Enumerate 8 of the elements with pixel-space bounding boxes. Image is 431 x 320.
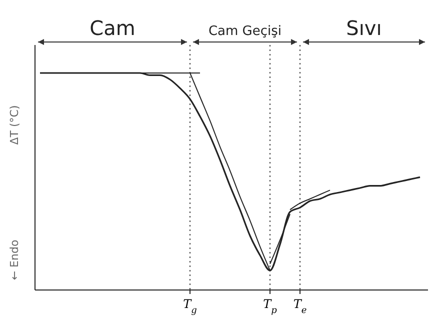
y-axis-title: ΔT (°C): [8, 105, 21, 145]
x-tick-label: T$_{g}$: [183, 297, 198, 316]
x-tick-label: T$_{e}$: [293, 297, 307, 316]
text: Cam Geçişi: [208, 24, 282, 39]
x-tick-label: T$_{p}$: [263, 297, 278, 316]
text: Sıvı: [346, 16, 382, 40]
text: ← Endo: [8, 240, 21, 280]
text: Cam: [90, 16, 136, 40]
